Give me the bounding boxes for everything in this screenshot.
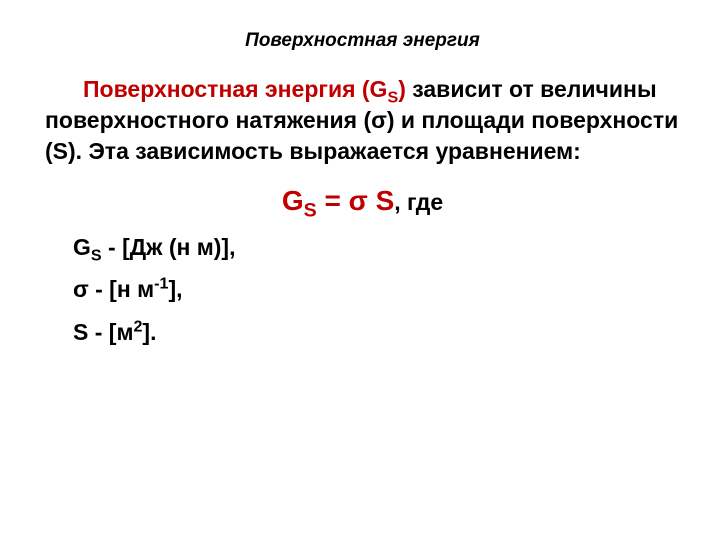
main-paragraph: Поверхностная энергия (GS) зависит от ве… [45, 74, 680, 167]
lead-text-2: ) [398, 76, 406, 102]
def1-rest: - [Дж (н м)], [102, 234, 236, 260]
def2-sup: -1 [154, 275, 168, 293]
def2-rest: ], [168, 276, 182, 302]
equation-where: , где [394, 189, 443, 215]
def1-sym: G [73, 234, 91, 260]
definition-1: GS - [Дж (н м)], [73, 231, 680, 263]
lead-text-1: Поверхностная энергия (G [83, 76, 387, 102]
slide-title: Поверхностная энергия [105, 30, 620, 52]
eq-rest: = σ S [317, 185, 395, 216]
definition-3: S - [м2]. [73, 316, 680, 348]
def2-sym: σ - [н м [73, 276, 154, 302]
equation-formula: GS = σ S [282, 185, 394, 216]
eq-G: G [282, 185, 304, 216]
lead-phrase: Поверхностная энергия (GS) [83, 76, 412, 102]
def3-sym: S - [м [73, 319, 133, 345]
def3-rest: ]. [142, 319, 156, 345]
lead-subscript: S [387, 89, 398, 107]
def1-sub: S [91, 247, 102, 265]
eq-S-sub: S [304, 200, 317, 222]
equation: GS = σ S, где [45, 185, 680, 217]
definition-2: σ - [н м-1], [73, 273, 680, 305]
